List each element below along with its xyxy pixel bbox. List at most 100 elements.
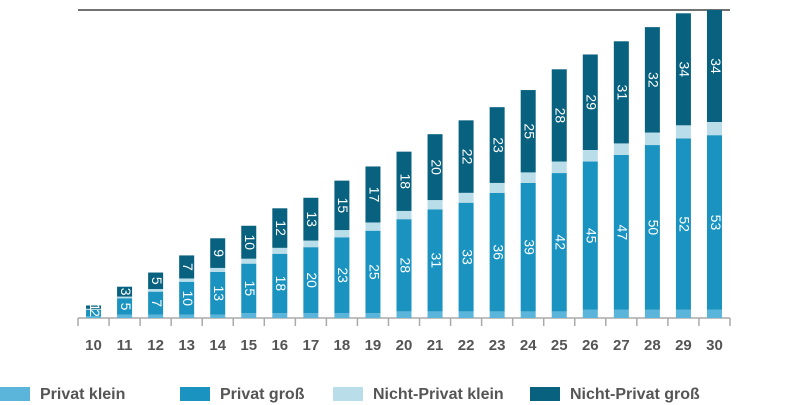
bar-segment	[272, 247, 288, 254]
data-label: 42	[553, 234, 569, 250]
bar-segment	[427, 200, 443, 210]
bar-segment	[365, 222, 381, 231]
bar-segment	[396, 311, 412, 318]
x-tick-label: 18	[334, 337, 351, 354]
bar-segment	[675, 125, 691, 139]
bar-segment	[272, 313, 288, 318]
data-label: 12	[273, 220, 289, 236]
legend-label: Privat klein	[40, 386, 125, 403]
bar-segment	[644, 27, 660, 133]
data-label: 5	[118, 303, 134, 311]
bar-segment	[241, 258, 257, 264]
bar-segment	[334, 237, 350, 314]
bar-segment	[396, 151, 412, 211]
bar-segment	[520, 182, 536, 312]
legend-label: Nicht-Privat klein	[373, 386, 504, 403]
bar-segment	[520, 90, 536, 173]
bar-segment	[86, 308, 102, 310]
bar-segment	[148, 289, 164, 292]
bar-segment	[303, 197, 319, 241]
bar-segment	[334, 230, 350, 238]
bar-segment	[613, 309, 629, 318]
data-label: 28	[553, 108, 569, 124]
bar-segment	[551, 161, 567, 174]
data-label: 23	[490, 137, 506, 153]
data-label: 23	[335, 267, 351, 283]
bar-segment	[489, 182, 505, 193]
bar-segment	[706, 135, 722, 310]
bar-segment	[458, 120, 474, 193]
data-label: 5	[149, 277, 165, 285]
bar-segment	[334, 313, 350, 318]
bar-segment	[489, 192, 505, 312]
bar-segment	[520, 172, 536, 183]
x-tick-label: 16	[271, 337, 288, 354]
bar-segment	[489, 107, 505, 183]
data-label: 34	[708, 58, 724, 74]
x-tick-label: 22	[458, 337, 475, 354]
x-tick-label: 20	[396, 337, 413, 354]
legend-label: Privat groß	[220, 386, 305, 403]
data-label: 18	[273, 276, 289, 292]
bar-segment	[117, 314, 133, 318]
bar-segment	[706, 309, 722, 318]
bar-segment	[117, 296, 133, 299]
data-label: 47	[615, 225, 631, 241]
bar-segment	[582, 54, 598, 150]
bar-segment	[179, 255, 195, 279]
x-tick-label: 24	[520, 337, 537, 354]
bar-segment	[303, 240, 319, 248]
bar-segment	[458, 311, 474, 318]
bar-segment	[706, 122, 722, 136]
x-tick-label: 14	[209, 337, 226, 354]
bar-segment	[582, 309, 598, 318]
data-label: 39	[521, 239, 537, 255]
x-tick-label: 30	[706, 337, 723, 354]
data-label: 31	[428, 253, 444, 269]
bar-segment	[272, 208, 288, 248]
bar-segment	[613, 41, 629, 144]
data-label: 29	[584, 94, 600, 110]
data-label: 50	[646, 220, 662, 236]
bar-segment	[551, 311, 567, 318]
data-label: 45	[584, 228, 600, 244]
x-tick-label: 17	[303, 337, 320, 354]
bar-segment	[303, 313, 319, 318]
data-label: 2	[87, 309, 103, 317]
bar-segment	[179, 314, 195, 318]
bar-segment	[210, 314, 226, 318]
legend-swatch	[180, 387, 210, 401]
bar-segment	[241, 263, 257, 314]
bar-segment	[489, 311, 505, 318]
bar-segment	[582, 150, 598, 162]
x-tick-label: 25	[551, 337, 568, 354]
bar-segment	[396, 210, 412, 220]
bar-segment	[365, 313, 381, 318]
bar-segment	[303, 247, 319, 314]
bar-segment	[551, 69, 567, 162]
data-label: 33	[459, 249, 475, 265]
bar-segment	[427, 311, 443, 318]
bar-segment	[334, 180, 350, 231]
x-tick-label: 15	[240, 337, 257, 354]
bar-segment	[551, 173, 567, 312]
x-tick-label: 12	[147, 337, 164, 354]
bar-segment	[458, 202, 474, 312]
x-tick-label: 13	[178, 337, 195, 354]
data-label: 52	[677, 216, 693, 232]
legend-swatch	[0, 387, 30, 401]
legend-swatch	[333, 387, 363, 401]
x-tick-label: 21	[427, 337, 444, 354]
bar-segment	[241, 225, 257, 259]
data-label: 13	[304, 211, 320, 227]
bar-segment	[365, 230, 381, 314]
bar-segment	[210, 238, 226, 268]
bar-segment	[396, 219, 412, 312]
x-tick-label: 28	[644, 337, 661, 354]
bar-segment	[427, 209, 443, 312]
data-label: 15	[335, 198, 351, 214]
x-tick-label: 26	[582, 337, 599, 354]
bar-segment	[117, 286, 133, 297]
data-label: 22	[459, 149, 475, 165]
